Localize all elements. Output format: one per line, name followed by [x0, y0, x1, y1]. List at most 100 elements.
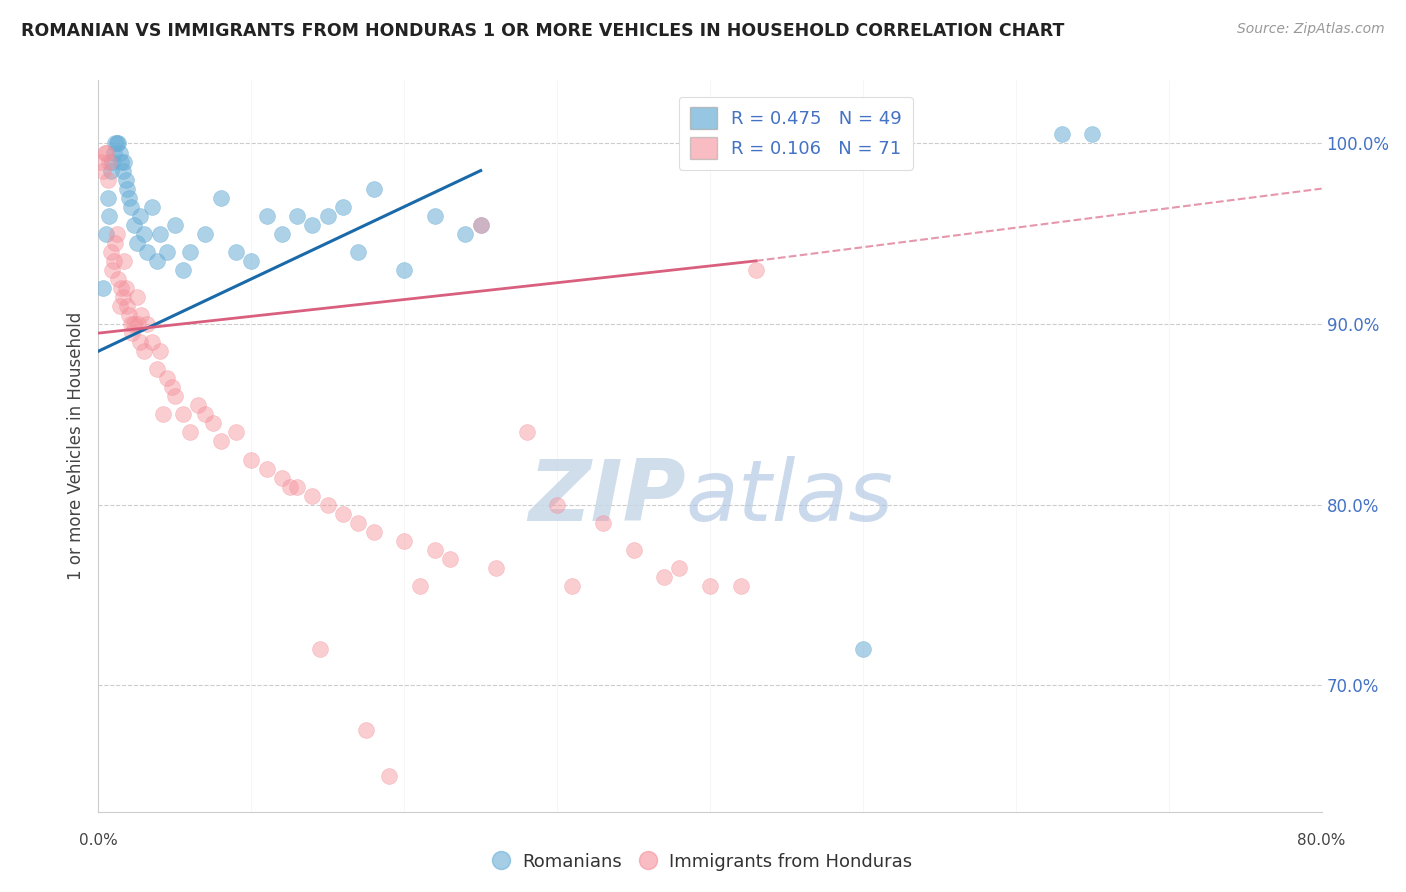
Point: [592, 516, 614, 530]
Point: [285, 209, 308, 223]
Point: [136, 317, 159, 331]
Point: [90, 154, 112, 169]
Point: [163, 218, 186, 232]
Point: [111, 290, 134, 304]
Point: [392, 533, 416, 548]
Point: [117, 181, 139, 195]
Point: [516, 425, 538, 440]
Text: 80.0%: 80.0%: [1298, 833, 1346, 848]
Text: Source: ZipAtlas.com: Source: ZipAtlas.com: [1237, 22, 1385, 37]
Point: [97, 172, 120, 186]
Point: [141, 200, 163, 214]
Point: [122, 317, 145, 331]
Point: [149, 344, 172, 359]
Point: [1081, 128, 1104, 142]
Point: [470, 218, 492, 232]
Point: [561, 579, 583, 593]
Point: [112, 154, 135, 169]
Point: [278, 480, 301, 494]
Text: atlas: atlas: [686, 456, 894, 539]
Point: [127, 317, 149, 331]
Point: [118, 308, 141, 322]
Point: [652, 570, 675, 584]
Point: [852, 642, 875, 657]
Point: [105, 136, 128, 151]
Point: [363, 524, 385, 539]
Point: [103, 253, 125, 268]
Point: [134, 227, 156, 241]
Point: [134, 344, 156, 359]
Point: [202, 417, 225, 431]
Point: [332, 200, 354, 214]
Legend: R = 0.475   N = 49, R = 0.106   N = 71: R = 0.475 N = 49, R = 0.106 N = 71: [679, 96, 912, 169]
Point: [122, 218, 145, 232]
Point: [128, 209, 150, 223]
Point: [1050, 128, 1073, 142]
Point: [128, 335, 150, 350]
Point: [363, 181, 385, 195]
Point: [354, 723, 377, 738]
Point: [97, 191, 120, 205]
Point: [240, 452, 263, 467]
Point: [187, 398, 209, 412]
Point: [730, 579, 752, 593]
Point: [136, 244, 159, 259]
Point: [104, 136, 127, 151]
Point: [94, 145, 117, 160]
Point: [316, 498, 339, 512]
Point: [316, 209, 339, 223]
Point: [107, 136, 129, 151]
Point: [115, 172, 138, 186]
Point: [141, 335, 163, 350]
Point: [91, 163, 114, 178]
Point: [240, 253, 263, 268]
Point: [408, 579, 430, 593]
Point: [194, 227, 217, 241]
Point: [91, 281, 114, 295]
Text: ZIP: ZIP: [527, 456, 686, 539]
Point: [301, 489, 323, 503]
Point: [111, 163, 134, 178]
Point: [107, 272, 129, 286]
Point: [332, 507, 354, 521]
Point: [145, 362, 167, 376]
Point: [546, 498, 568, 512]
Point: [439, 552, 461, 566]
Point: [225, 425, 247, 440]
Point: [172, 263, 194, 277]
Text: ROMANIAN VS IMMIGRANTS FROM HONDURAS 1 OR MORE VEHICLES IN HOUSEHOLD CORRELATION: ROMANIAN VS IMMIGRANTS FROM HONDURAS 1 O…: [21, 22, 1064, 40]
Point: [98, 154, 121, 169]
Point: [156, 244, 179, 259]
Point: [105, 227, 128, 241]
Point: [103, 145, 125, 160]
Point: [270, 227, 294, 241]
Point: [160, 380, 183, 394]
Point: [98, 209, 121, 223]
Point: [117, 299, 139, 313]
Point: [347, 516, 370, 530]
Point: [110, 281, 132, 295]
Point: [115, 281, 138, 295]
Point: [745, 263, 768, 277]
Point: [270, 470, 294, 484]
Point: [470, 218, 492, 232]
Point: [623, 542, 645, 557]
Text: 0.0%: 0.0%: [79, 833, 118, 848]
Point: [110, 154, 132, 169]
Point: [179, 244, 201, 259]
Point: [423, 542, 446, 557]
Point: [100, 163, 122, 178]
Point: [93, 145, 115, 160]
Point: [172, 408, 194, 422]
Point: [108, 299, 131, 313]
Point: [699, 579, 721, 593]
Point: [285, 480, 308, 494]
Point: [194, 408, 217, 422]
Legend: Romanians, Immigrants from Honduras: Romanians, Immigrants from Honduras: [486, 846, 920, 879]
Point: [100, 244, 122, 259]
Point: [179, 425, 201, 440]
Point: [152, 408, 174, 422]
Point: [156, 371, 179, 385]
Point: [378, 769, 401, 783]
Point: [392, 263, 416, 277]
